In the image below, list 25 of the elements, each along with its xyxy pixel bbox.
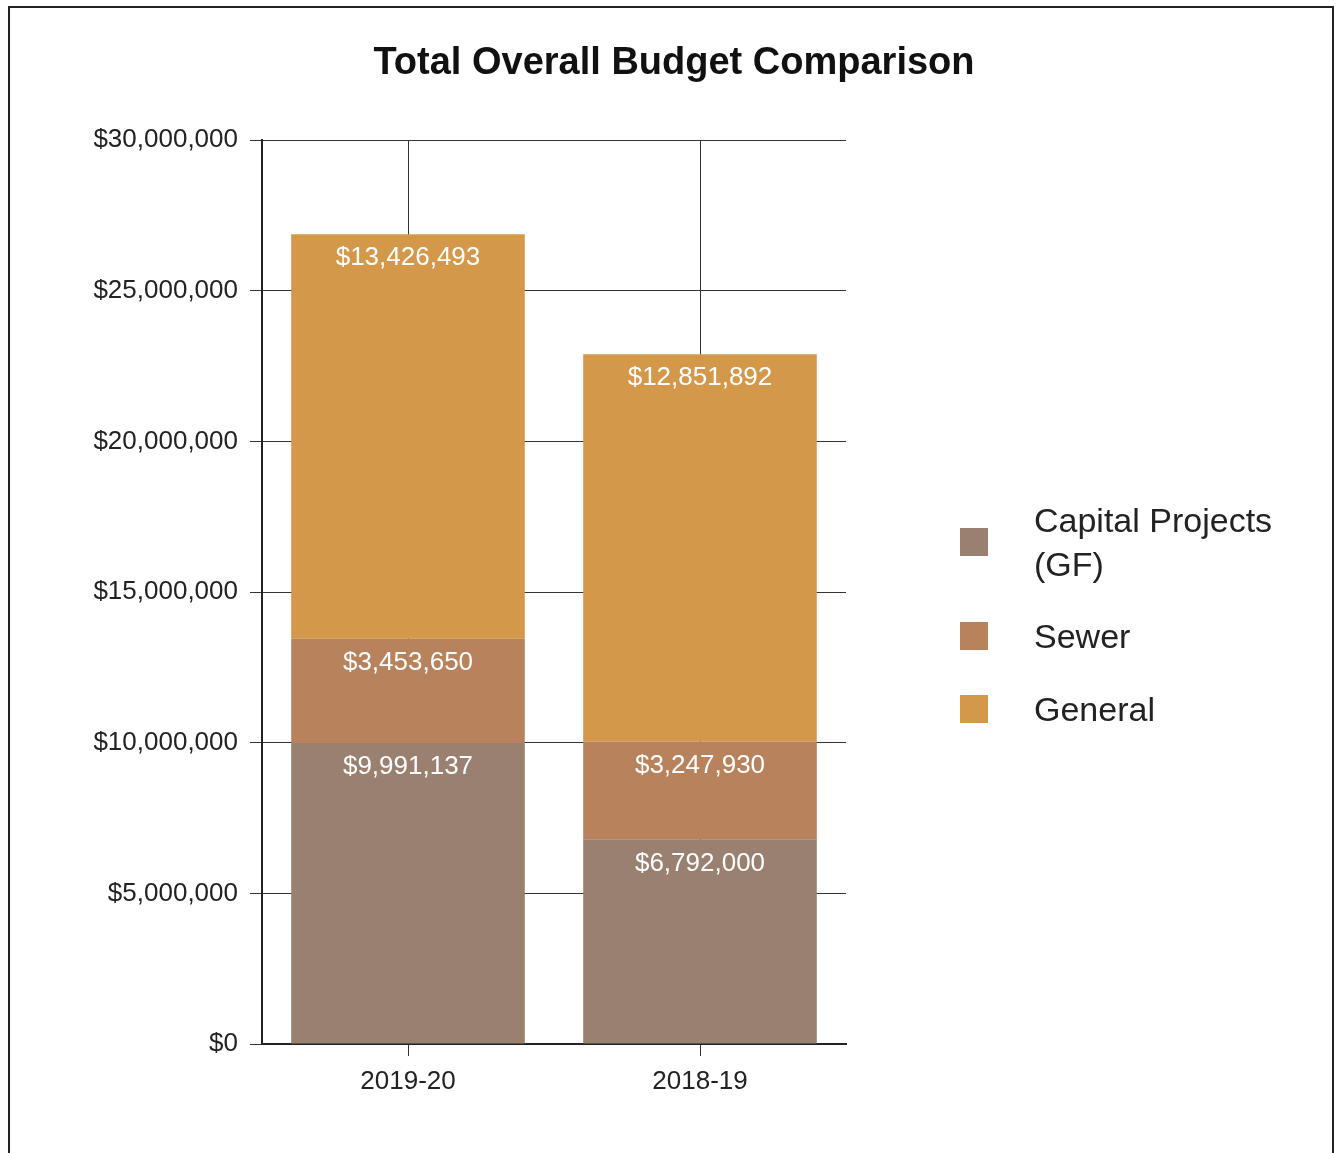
bar xyxy=(583,741,817,840)
legend-label: Capital Projects (GF) xyxy=(1034,500,1274,586)
bar xyxy=(291,638,525,743)
chart-title: Total Overall Budget Comparison xyxy=(372,40,976,83)
y-tick-label: $20,000,000 xyxy=(93,424,238,455)
data-label: $9,991,137 xyxy=(342,750,474,781)
data-label: $6,792,000 xyxy=(634,846,766,877)
bar xyxy=(291,742,525,1044)
legend-label: General xyxy=(1034,688,1155,730)
y-tick-label: $30,000,000 xyxy=(93,123,238,154)
x-tick-label: 2019-20 xyxy=(360,1064,456,1095)
y-tick-label: $10,000,000 xyxy=(93,725,238,756)
legend-label: Sewer xyxy=(1034,616,1131,658)
bar xyxy=(583,839,817,1044)
y-tick-label: $0 xyxy=(209,1027,238,1058)
data-label: $12,851,892 xyxy=(627,361,773,392)
y-tick-label: $15,000,000 xyxy=(93,575,238,606)
data-label: $13,426,493 xyxy=(335,241,481,272)
data-label: $3,247,930 xyxy=(634,748,766,779)
data-label: $3,453,650 xyxy=(342,646,474,677)
y-tick-label: $25,000,000 xyxy=(93,273,238,304)
x-tick-label: 2018-19 xyxy=(652,1064,748,1095)
bar xyxy=(583,354,817,742)
y-tick-label: $5,000,000 xyxy=(107,876,238,907)
bar xyxy=(291,234,525,639)
